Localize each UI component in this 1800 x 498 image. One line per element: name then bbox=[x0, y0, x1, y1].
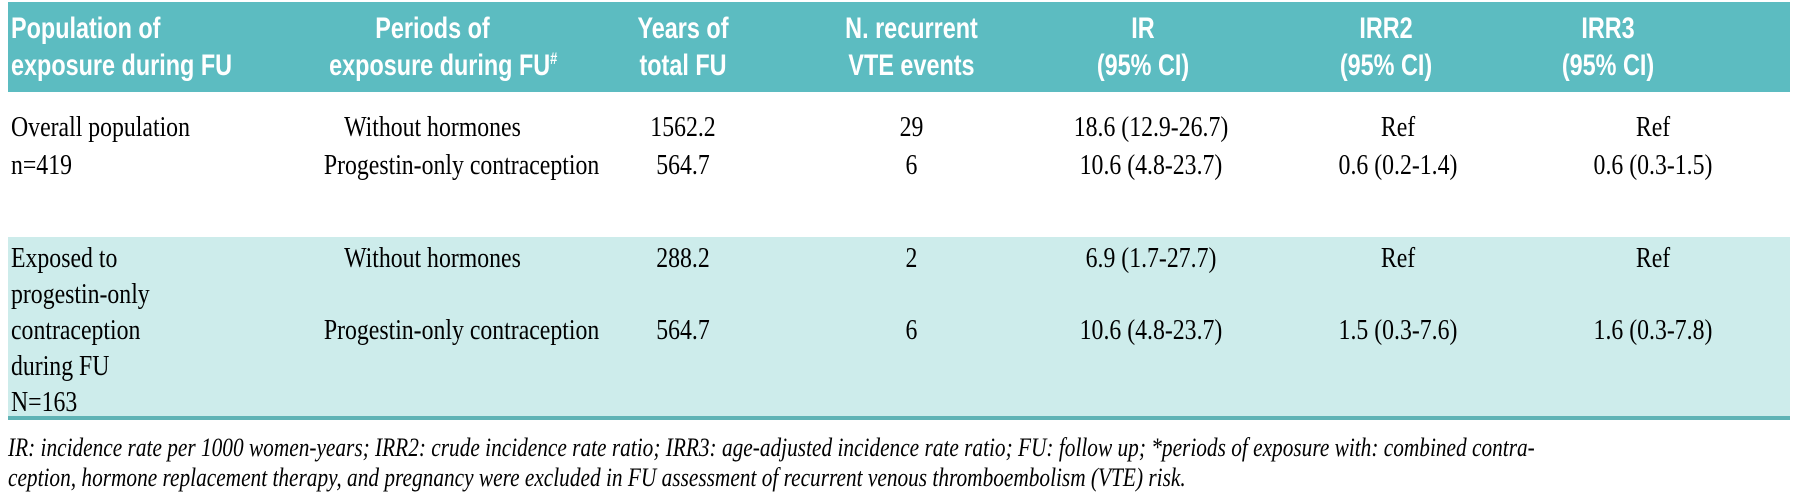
column-years-fu: 1562.2 564.7 bbox=[565, 108, 801, 237]
spacer bbox=[801, 276, 1022, 312]
cell-ir: 10.6 (4.8-23.7) bbox=[1079, 149, 1223, 181]
column-vte-events: 2 6 bbox=[801, 240, 1022, 420]
population-label-line1: Exposed to bbox=[11, 242, 118, 274]
cell-vte-events: 6 bbox=[905, 314, 918, 346]
cell-vte-events: 2 bbox=[905, 242, 918, 274]
cell-period: Without hormones bbox=[344, 111, 521, 143]
column-irr2: Ref 1.5 (0.3-7.6) bbox=[1280, 240, 1516, 420]
col-header-vte-events-line1: N. recurrent bbox=[845, 12, 978, 45]
footnote-line1: IR: incidence rate per 1000 women-years;… bbox=[8, 433, 1535, 462]
spacer bbox=[565, 276, 801, 312]
col-header-years-fu-line1: Years of bbox=[637, 12, 729, 45]
col-header-periods-line2: exposure during FU# bbox=[329, 47, 557, 84]
population-label-line4: during FU bbox=[11, 350, 110, 382]
section-exposed-progestin: Exposed to progestin-only contraception … bbox=[8, 237, 1790, 420]
col-header-irr2: IRR2 (95% CI) bbox=[1280, 10, 1516, 92]
column-period: Without hormones Progestin-only contrace… bbox=[300, 108, 600, 237]
spacer bbox=[300, 276, 565, 312]
table-footnote: IR: incidence rate per 1000 women-years;… bbox=[8, 433, 1790, 493]
col-header-population-line1: Population of bbox=[11, 12, 161, 45]
col-header-irr2-line1: IRR2 bbox=[1359, 12, 1413, 45]
cell-vte-events: 29 bbox=[899, 111, 924, 143]
cell-years-fu: 1562.2 bbox=[650, 111, 716, 143]
cell-irr2: Ref bbox=[1380, 242, 1416, 274]
spacer bbox=[1280, 276, 1516, 312]
cell-vte-events: 6 bbox=[905, 149, 918, 181]
column-irr3: Ref 1.6 (0.3-7.8) bbox=[1516, 240, 1790, 420]
cell-irr3: Ref bbox=[1635, 111, 1671, 143]
cell-years-fu: 564.7 bbox=[656, 314, 710, 346]
col-header-population-line2: exposure during FU bbox=[11, 49, 233, 82]
col-header-periods: Periods of exposure during FU# bbox=[300, 10, 565, 92]
column-years-fu: 288.2 564.7 bbox=[565, 240, 801, 420]
col-header-population: Population of exposure during FU bbox=[8, 10, 300, 92]
col-header-irr3-line1: IRR3 bbox=[1581, 12, 1635, 45]
cell-irr2: Ref bbox=[1380, 111, 1416, 143]
col-header-periods-line2-text: exposure during FU bbox=[329, 49, 551, 82]
footnote-marker: # bbox=[550, 50, 558, 68]
cell-ir: 6.9 (1.7-27.7) bbox=[1085, 242, 1217, 274]
cell-period: Without hormones bbox=[344, 242, 521, 274]
col-header-years-fu-line2: total FU bbox=[639, 49, 727, 82]
column-period: Without hormones Progestin-only contrace… bbox=[300, 240, 600, 420]
col-header-irr3-line2: (95% CI) bbox=[1561, 49, 1655, 82]
column-irr3: Ref 0.6 (0.3-1.5) bbox=[1516, 108, 1790, 237]
spacer bbox=[1022, 276, 1280, 312]
column-vte-events: 29 6 bbox=[801, 108, 1022, 237]
col-header-periods-line1: Periods of bbox=[375, 12, 490, 45]
column-population: Exposed to progestin-only contraception … bbox=[8, 240, 300, 420]
col-header-ir-line2: (95% CI) bbox=[1096, 49, 1190, 82]
table-header-row: Population of exposure during FU Periods… bbox=[8, 2, 1790, 92]
column-ir: 18.6 (12.9-26.7) 10.6 (4.8-23.7) bbox=[1022, 108, 1280, 237]
col-header-irr2-line2: (95% CI) bbox=[1339, 49, 1433, 82]
population-label-line2: progestin-only bbox=[11, 278, 150, 310]
population-n-count: n=419 bbox=[11, 149, 72, 181]
population-label-line1: Overall population bbox=[11, 111, 190, 143]
column-population: Overall population n=419 bbox=[8, 108, 300, 237]
cell-irr2: 1.5 (0.3-7.6) bbox=[1338, 314, 1458, 346]
study-table: Population of exposure during FU Periods… bbox=[8, 2, 1790, 493]
cell-irr3: 1.6 (0.3-7.8) bbox=[1593, 314, 1713, 346]
cell-years-fu: 288.2 bbox=[656, 242, 710, 274]
cell-ir: 10.6 (4.8-23.7) bbox=[1079, 314, 1223, 346]
col-header-ir-line1: IR bbox=[1131, 12, 1155, 45]
cell-irr3: 0.6 (0.3-1.5) bbox=[1593, 149, 1713, 181]
cell-years-fu: 564.7 bbox=[656, 149, 710, 181]
footnote-line2: ception, hormone replacement therapy, an… bbox=[8, 463, 1186, 492]
cell-irr3: Ref bbox=[1635, 242, 1671, 274]
col-header-vte-events-line2: VTE events bbox=[848, 49, 975, 82]
section-overall-population: Overall population n=419 Without hormone… bbox=[8, 92, 1790, 237]
col-header-irr3: IRR3 (95% CI) bbox=[1516, 10, 1790, 92]
cell-ir: 18.6 (12.9-26.7) bbox=[1073, 111, 1229, 143]
spacer bbox=[1516, 276, 1790, 312]
col-header-ir: IR (95% CI) bbox=[1022, 10, 1280, 92]
col-header-years-fu: Years of total FU bbox=[565, 10, 801, 92]
col-header-vte-events: N. recurrent VTE events bbox=[801, 10, 1022, 92]
cell-irr2: 0.6 (0.2-1.4) bbox=[1338, 149, 1458, 181]
cell-period: Progestin-only contraception bbox=[323, 314, 600, 346]
column-irr2: Ref 0.6 (0.2-1.4) bbox=[1280, 108, 1516, 237]
population-n-count: N=163 bbox=[11, 386, 78, 418]
column-ir: 6.9 (1.7-27.7) 10.6 (4.8-23.7) bbox=[1022, 240, 1280, 420]
population-label-line3: contraception bbox=[11, 314, 141, 346]
cell-period: Progestin-only contraception bbox=[323, 149, 600, 181]
